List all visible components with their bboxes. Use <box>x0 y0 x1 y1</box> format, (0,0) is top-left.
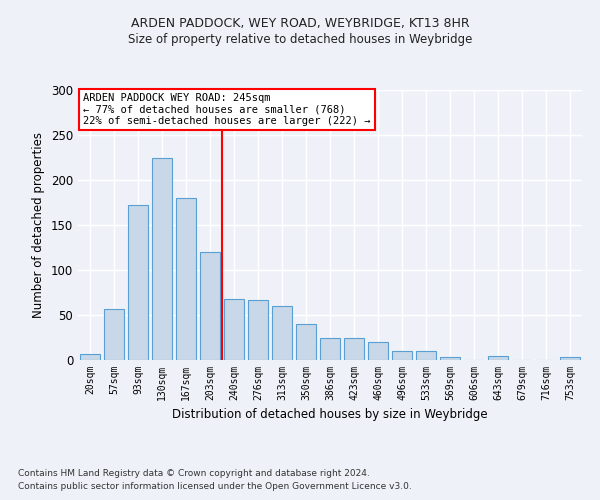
Text: Contains HM Land Registry data © Crown copyright and database right 2024.: Contains HM Land Registry data © Crown c… <box>18 468 370 477</box>
Bar <box>416 351 436 360</box>
Y-axis label: Number of detached properties: Number of detached properties <box>32 132 46 318</box>
Bar <box>176 198 196 360</box>
Text: ARDEN PADDOCK WEY ROAD: 245sqm
← 77% of detached houses are smaller (768)
22% of: ARDEN PADDOCK WEY ROAD: 245sqm ← 77% of … <box>83 92 371 126</box>
Bar <box>272 306 292 360</box>
Bar <box>392 351 412 360</box>
X-axis label: Distribution of detached houses by size in Weybridge: Distribution of detached houses by size … <box>172 408 488 422</box>
Bar <box>368 342 388 360</box>
Bar <box>296 324 316 360</box>
Bar <box>320 338 340 360</box>
Bar <box>128 205 148 360</box>
Bar <box>104 308 124 360</box>
Bar <box>152 158 172 360</box>
Bar <box>200 252 220 360</box>
Bar <box>488 356 508 360</box>
Bar <box>344 338 364 360</box>
Text: Size of property relative to detached houses in Weybridge: Size of property relative to detached ho… <box>128 32 472 46</box>
Text: ARDEN PADDOCK, WEY ROAD, WEYBRIDGE, KT13 8HR: ARDEN PADDOCK, WEY ROAD, WEYBRIDGE, KT13… <box>131 18 469 30</box>
Text: Contains public sector information licensed under the Open Government Licence v3: Contains public sector information licen… <box>18 482 412 491</box>
Bar <box>248 300 268 360</box>
Bar <box>560 358 580 360</box>
Bar <box>80 354 100 360</box>
Bar <box>224 299 244 360</box>
Bar <box>440 358 460 360</box>
